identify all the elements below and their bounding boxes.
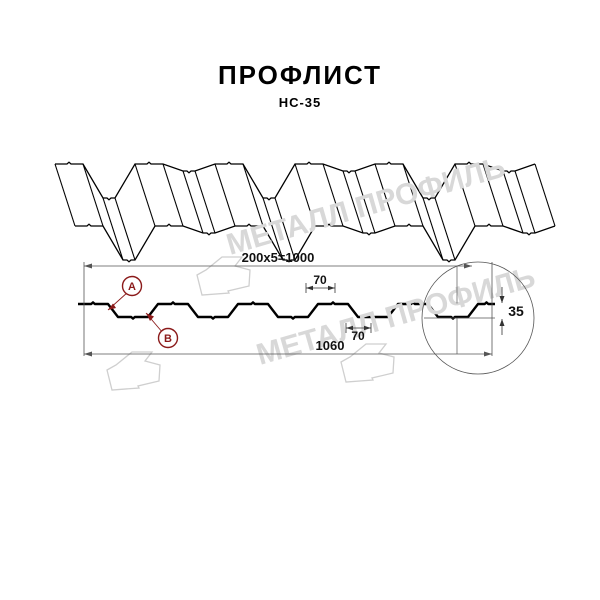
svg-text:A: A bbox=[128, 281, 136, 293]
svg-text:70: 70 bbox=[351, 329, 365, 343]
svg-text:200x5=1000: 200x5=1000 bbox=[242, 250, 315, 265]
svg-text:70: 70 bbox=[313, 273, 327, 287]
svg-text:1060: 1060 bbox=[316, 338, 345, 353]
svg-text:35: 35 bbox=[508, 303, 524, 319]
svg-text:B: B bbox=[164, 333, 172, 345]
